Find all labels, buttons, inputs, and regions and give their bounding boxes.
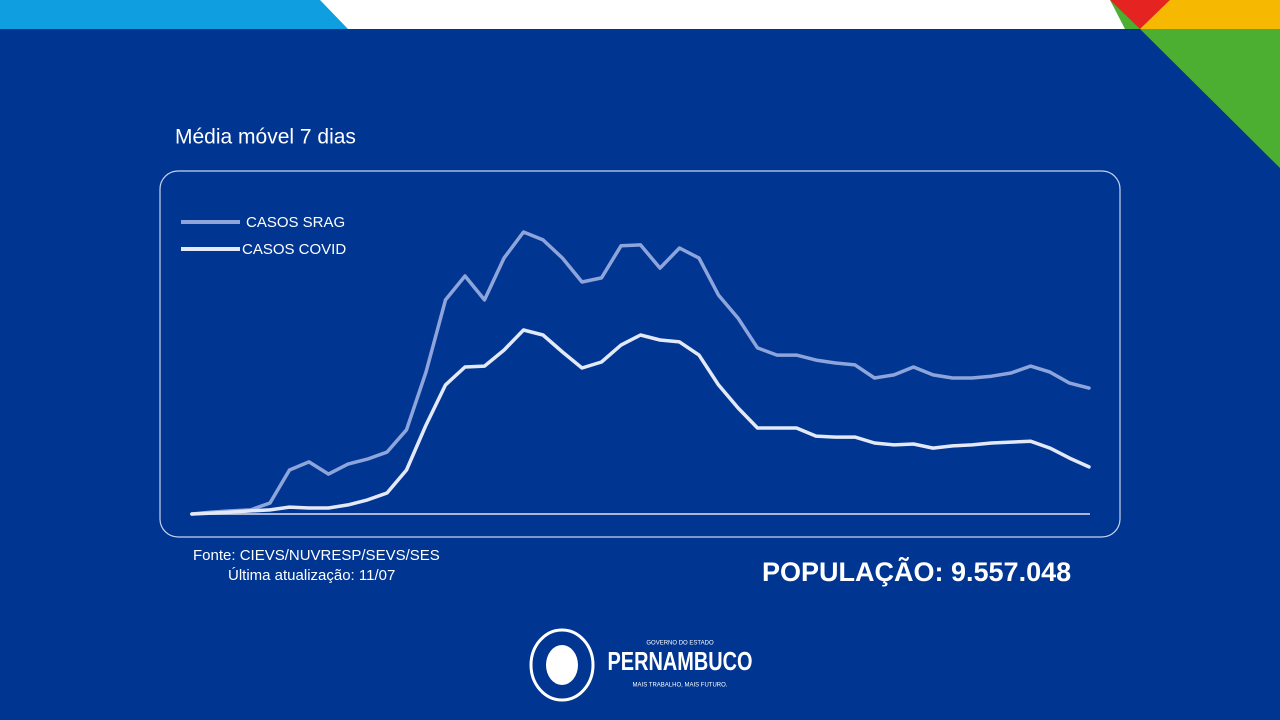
top-stripe — [0, 0, 348, 29]
line-series — [190, 328, 1091, 516]
population: POPULAÇÃO: 9.557.048 — [762, 556, 1071, 587]
legend-label: CASOS COVID — [242, 241, 346, 258]
logo-name: PERNAMBUCO — [608, 646, 753, 676]
updated: Última atualização: 11/07 — [228, 567, 395, 584]
legend-label: CASOS SRAG — [246, 214, 345, 231]
logo: GOVERNO DO ESTADO PERNAMBUCO MAIS TRABAL… — [529, 628, 753, 702]
corner-yellow — [1140, 0, 1280, 29]
corner-red — [1110, 0, 1170, 29]
chart-title: Média móvel 7 dias — [175, 126, 356, 149]
logo-emblem — [529, 628, 595, 702]
corner-green — [1110, 0, 1280, 168]
source: Fonte: CIEVS/NUVRESP/SEVS/SES — [193, 547, 440, 564]
logo-slogan: MAIS TRABALHO, MAIS FUTURO. — [633, 683, 728, 689]
line-series — [190, 230, 1091, 516]
logo-top: GOVERNO DO ESTADO — [646, 641, 714, 647]
chart-frame — [159, 170, 1121, 538]
logo-shield — [546, 645, 578, 685]
